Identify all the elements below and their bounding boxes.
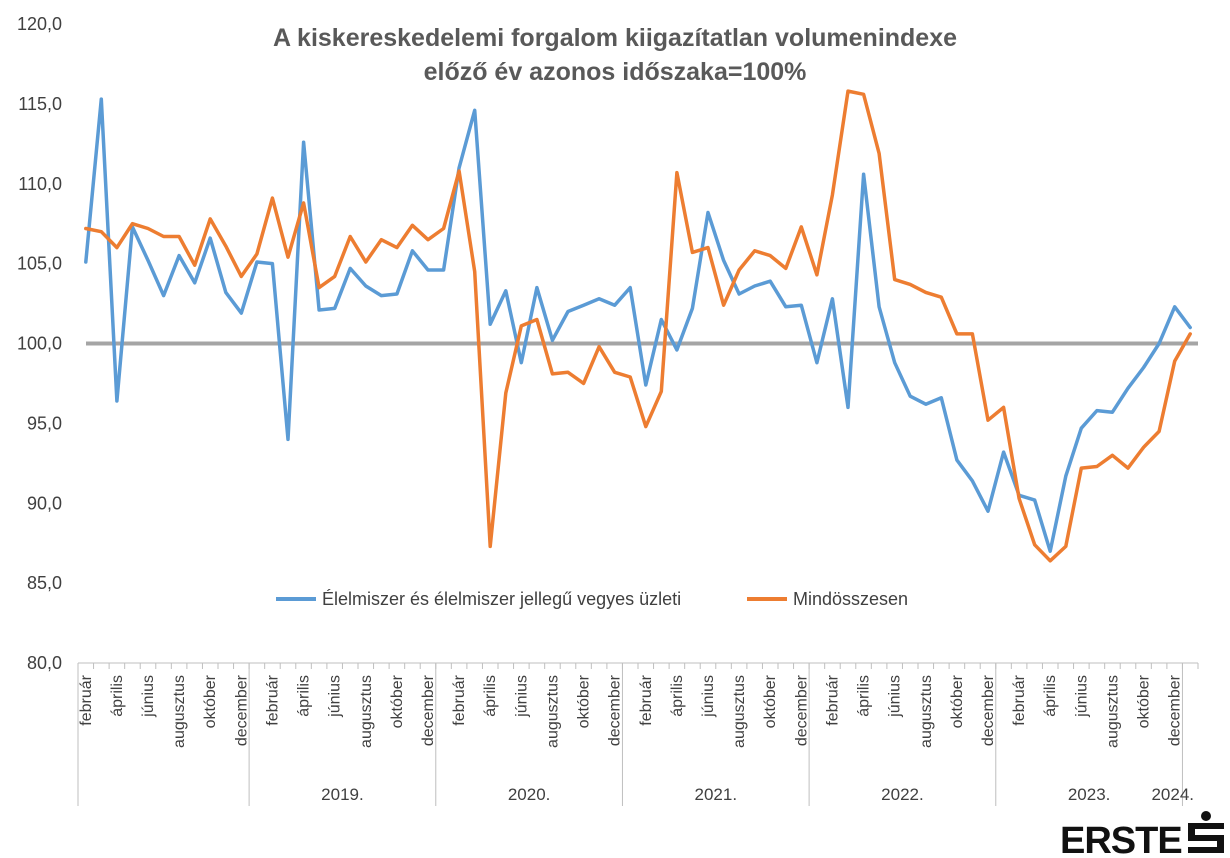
x-year-label: 2022. bbox=[881, 785, 924, 804]
x-tick-label: április bbox=[296, 675, 313, 717]
x-tick-label: augusztus bbox=[358, 675, 375, 748]
x-tick-label: február bbox=[638, 674, 655, 725]
x-tick-label: április bbox=[482, 675, 499, 717]
x-year-label: 2024. bbox=[1151, 785, 1194, 804]
series-line-2 bbox=[84, 89, 1192, 563]
chart-title-line1: A kiskereskedelemi forgalom kiigazítatla… bbox=[273, 24, 957, 52]
x-tick-label: október bbox=[1136, 674, 1153, 728]
series-group bbox=[84, 89, 1192, 563]
x-tick-label: december bbox=[420, 674, 437, 746]
x-tick-label: április bbox=[856, 675, 873, 717]
x-tick-label: augusztus bbox=[918, 675, 935, 748]
x-tick-label: október bbox=[389, 674, 406, 728]
x-tick-label: augusztus bbox=[1104, 675, 1121, 748]
y-tick-label: 85,0 bbox=[27, 573, 62, 593]
chart-title-line2: előző év azonos időszaka=100% bbox=[424, 58, 807, 86]
legend: Élelmiszer és élelmiszer jellegű vegyes … bbox=[276, 589, 908, 609]
x-tick-label: június bbox=[513, 675, 530, 718]
x-tick-label: június bbox=[327, 675, 344, 718]
x-year-label: 2019. bbox=[321, 785, 364, 804]
x-tick-label: december bbox=[607, 674, 624, 746]
x-tick-label: október bbox=[576, 674, 593, 728]
y-tick-label: 105,0 bbox=[17, 254, 62, 274]
y-tick-label: 115,0 bbox=[18, 94, 62, 114]
x-axis: február április június augusztus október dece… bbox=[77, 662, 1199, 806]
x-tick-label: június bbox=[700, 675, 717, 718]
legend-label-series-1: Élelmiszer és élelmiszer jellegű vegyes … bbox=[322, 589, 681, 609]
y-tick-label: 90,0 bbox=[27, 493, 62, 513]
erste-s-icon bbox=[1188, 811, 1224, 853]
erste-logo: ERSTE bbox=[1060, 811, 1224, 858]
x-tick-label: augusztus bbox=[171, 675, 188, 748]
y-tick-label: 100,0 bbox=[17, 334, 62, 354]
x-year-label: 2023. bbox=[1068, 785, 1111, 804]
x-tick-label: február bbox=[451, 674, 468, 725]
x-tick-label: június bbox=[887, 675, 904, 718]
x-tick-label: február bbox=[1011, 674, 1028, 725]
x-tick-label: június bbox=[140, 675, 157, 718]
x-tick-label: december bbox=[980, 674, 997, 746]
x-tick-label: október bbox=[949, 674, 966, 728]
x-tick-label: április bbox=[109, 675, 126, 717]
legend-label-series-2: Mindösszesen bbox=[793, 589, 908, 609]
x-tick-label: február bbox=[264, 674, 281, 725]
x-tick-label: augusztus bbox=[731, 675, 748, 748]
x-tick-label: április bbox=[1042, 675, 1059, 717]
x-tick-label: április bbox=[669, 675, 686, 717]
x-tick-label: február bbox=[78, 674, 95, 725]
x-tick-label: december bbox=[233, 674, 250, 746]
x-tick-label: augusztus bbox=[544, 675, 561, 748]
series-line-1 bbox=[84, 97, 1192, 553]
x-year-label: 2020. bbox=[508, 785, 551, 804]
x-tick-label: október bbox=[202, 674, 219, 728]
x-tick-label: október bbox=[762, 674, 779, 728]
y-axis: 80,0 85,0 90,0 95,0 100,0 105,0 110,0 115,0 120,… bbox=[17, 14, 62, 673]
x-tick-label: február bbox=[824, 674, 841, 725]
x-tick-label: június bbox=[1073, 675, 1090, 718]
x-year-label: 2021. bbox=[695, 785, 738, 804]
y-tick-label: 95,0 bbox=[27, 413, 62, 433]
y-tick-label: 80,0 bbox=[27, 653, 62, 673]
x-tick-label: december bbox=[793, 674, 810, 746]
logo-text: ERSTE bbox=[1060, 820, 1182, 858]
x-tick-label: december bbox=[1167, 674, 1184, 746]
y-tick-label: 110,0 bbox=[18, 174, 62, 194]
y-tick-label: 120,0 bbox=[17, 14, 62, 34]
